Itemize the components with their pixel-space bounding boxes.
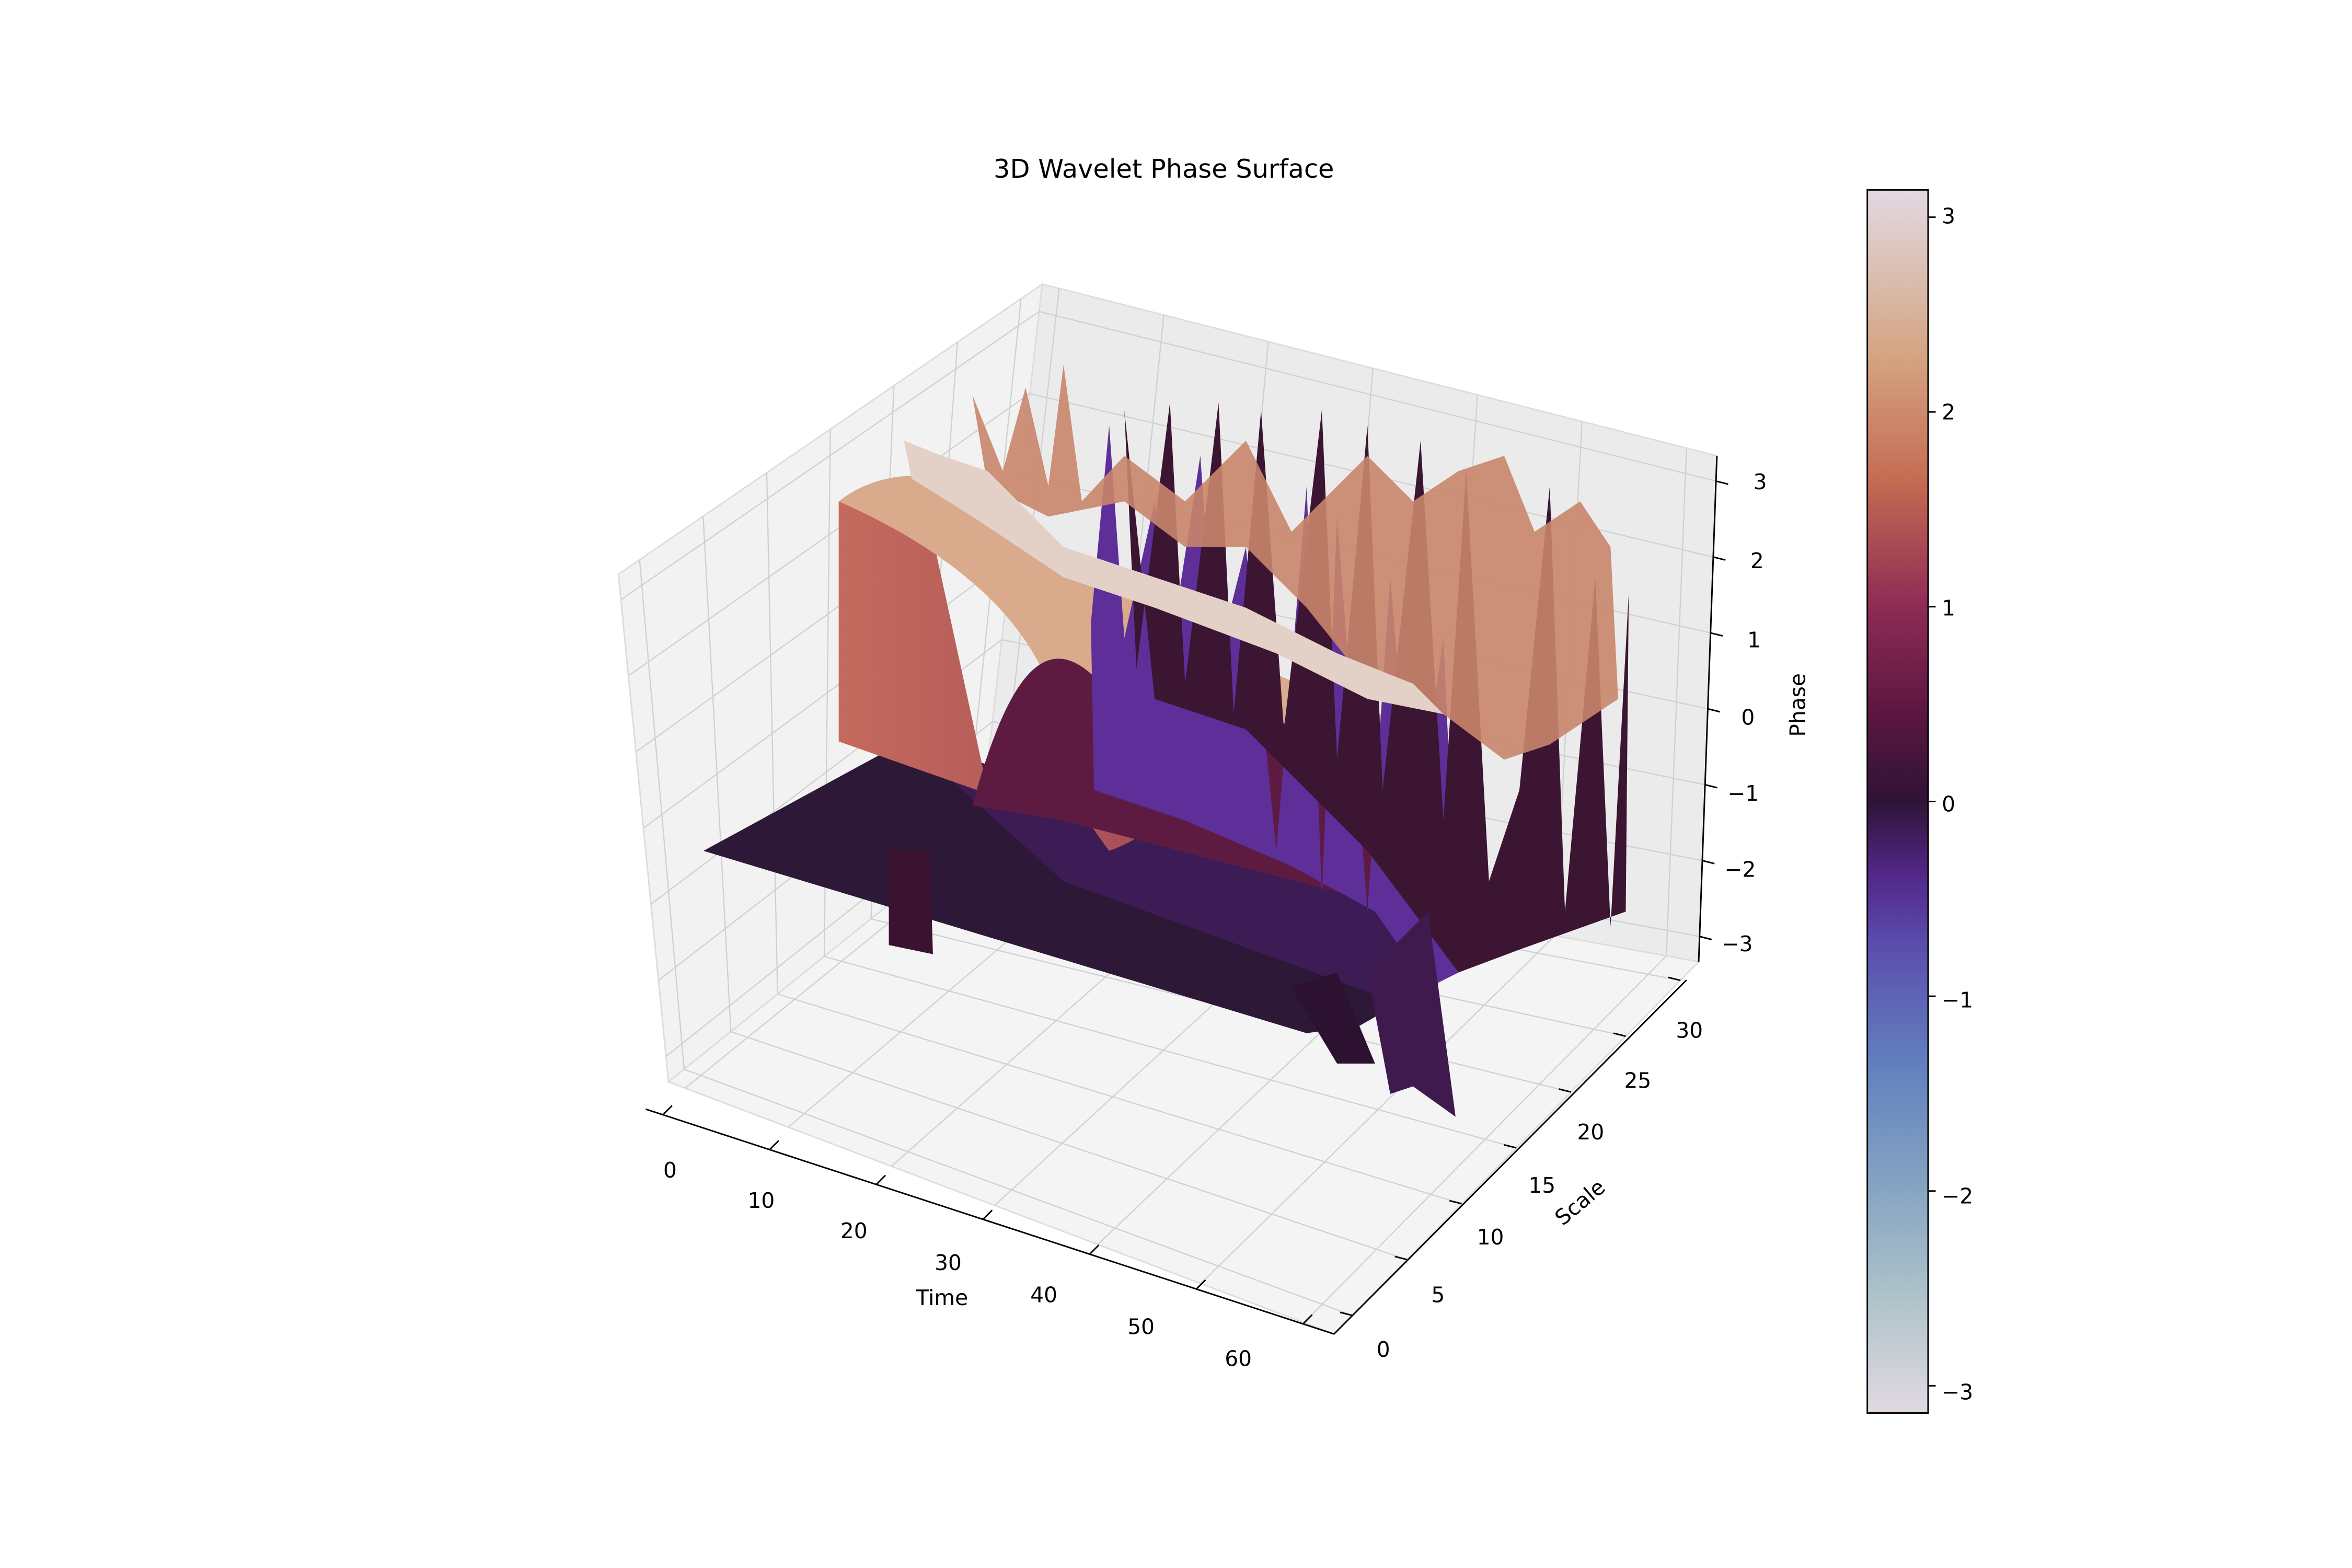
x-tick-label: 60 <box>1225 1346 1252 1371</box>
scale-gridline <box>730 1031 1408 1260</box>
colorbar-tick-label: −3 <box>1942 1379 1973 1404</box>
scale-tick <box>1613 1032 1626 1037</box>
x-tick-label: 50 <box>1127 1314 1155 1339</box>
scale-tick <box>1340 1311 1353 1317</box>
z-tick-label: 2 <box>1750 548 1764 573</box>
time-tick <box>1302 1314 1313 1324</box>
z-axis-label: Phase <box>1785 673 1810 737</box>
scale-tick <box>1449 1200 1462 1205</box>
colorbar-ticks <box>1928 216 1936 1387</box>
x-tick-label: 10 <box>748 1188 775 1213</box>
y-tick-label: 20 <box>1577 1120 1604 1145</box>
x-axis-label: Time <box>916 1285 969 1310</box>
time-tick <box>875 1174 886 1185</box>
chart-title: 3D Wavelet Phase Surface <box>994 154 1334 184</box>
y-tick-label: 10 <box>1477 1225 1504 1250</box>
y-axis-label: Scale <box>1550 1174 1610 1230</box>
y-tick-label: 15 <box>1528 1173 1555 1198</box>
y-tick-label: 25 <box>1624 1068 1652 1093</box>
surface-peaks-light <box>972 364 1618 760</box>
surface-spike-bottom-right <box>1367 912 1456 1117</box>
phase-gridline <box>620 310 1040 601</box>
phase-gridline <box>628 393 1031 676</box>
colorbar-tick-labels: 3 2 1 0 −1 −2 −3 <box>1942 203 1973 1404</box>
colorbar: 3 2 1 0 −1 −2 −3 <box>1866 189 1973 1414</box>
scale-gridline <box>824 955 1517 1149</box>
x-tick-label: 20 <box>840 1218 868 1243</box>
x-tick-label: 0 <box>663 1158 677 1183</box>
surface-spike-bottom-left <box>889 850 933 954</box>
colorbar-tick-label: −2 <box>1942 1183 1973 1208</box>
z-tick-label: 1 <box>1747 627 1761 652</box>
phase-tick <box>1704 783 1717 789</box>
scale-gridline <box>777 993 1462 1205</box>
colorbar-tick-label: −1 <box>1942 987 1973 1012</box>
y-tick-label: 0 <box>1377 1337 1390 1362</box>
time-tick <box>662 1105 673 1115</box>
z-tick-label: −3 <box>1722 931 1753 956</box>
colorbar-gradient <box>1866 189 1929 1414</box>
phase-gridline <box>1039 310 1716 482</box>
scale-tick <box>1394 1255 1408 1261</box>
phase-tick <box>1715 480 1728 485</box>
y-tick-label: 30 <box>1676 1018 1703 1043</box>
scale-gridline <box>684 1068 1353 1316</box>
y-tick-label: 5 <box>1431 1282 1445 1307</box>
time-tick <box>769 1140 779 1150</box>
colorbar-tick-label: 1 <box>1942 595 1955 620</box>
colorbar-tick-label: 2 <box>1942 399 1955 424</box>
scale-tick <box>1668 976 1681 982</box>
time-tick <box>982 1209 993 1220</box>
phase-tick <box>1708 708 1721 713</box>
z-tick-label: 3 <box>1754 469 1767 494</box>
x-tick-label: 40 <box>1030 1282 1057 1307</box>
time-tick <box>1195 1279 1206 1290</box>
scale-tick <box>1559 1088 1572 1093</box>
x-tick-label: 30 <box>935 1250 962 1275</box>
x-tick-labels: 0 10 20 30 40 50 60 <box>663 1158 1252 1371</box>
surface-peaks-cream <box>904 441 1444 714</box>
time-tick <box>1089 1244 1100 1255</box>
z-tick-label: −1 <box>1727 781 1759 806</box>
z-tick-label: −2 <box>1724 857 1756 882</box>
phase-tick <box>1699 936 1712 940</box>
colorbar-tick-label: 3 <box>1942 203 1955 228</box>
phase-tick <box>1713 556 1726 561</box>
phase-gridline <box>643 557 1012 829</box>
tick-marks <box>662 480 1728 1324</box>
phase-tick <box>1702 860 1715 864</box>
phase-tick <box>1710 632 1723 637</box>
surface-spike-bottom-mid <box>1291 972 1375 1064</box>
phase-surface <box>703 364 1629 1117</box>
scale-tick <box>1504 1144 1517 1149</box>
y-tick-labels: 0 5 10 15 20 25 30 <box>1377 1018 1703 1362</box>
colorbar-tick-label: 0 <box>1942 791 1955 816</box>
z-tick-labels: −3 −2 −1 0 1 2 3 <box>1722 469 1767 956</box>
z-tick-label: 0 <box>1741 705 1755 730</box>
